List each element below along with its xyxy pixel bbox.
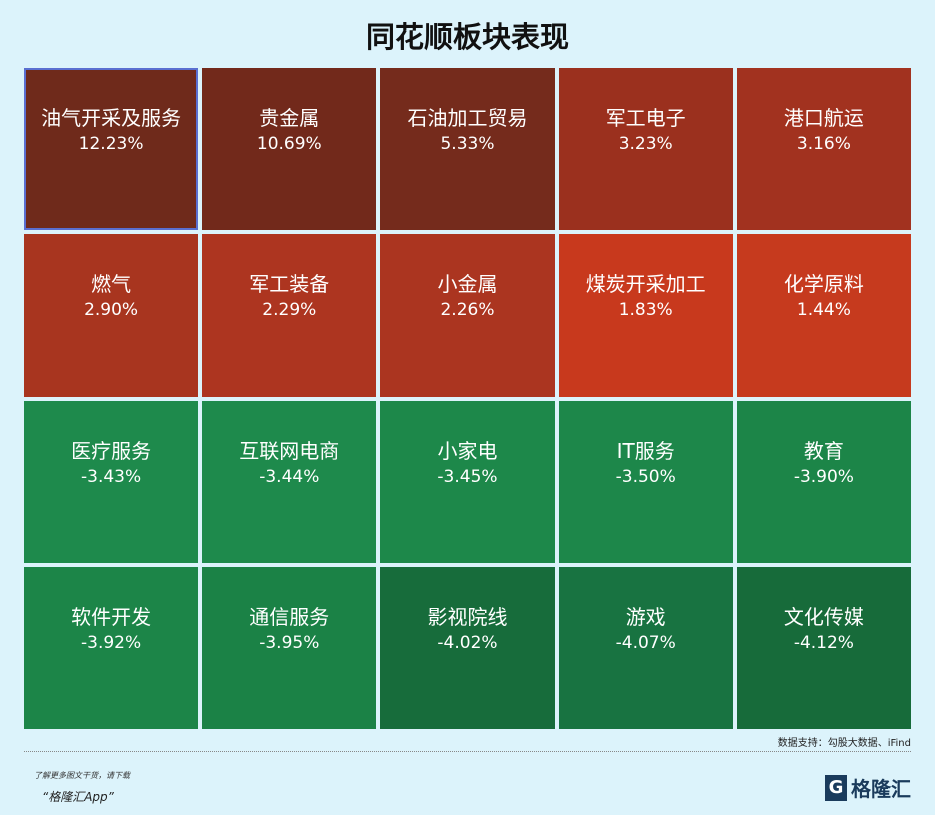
- cell-value: 3.16%: [796, 134, 851, 155]
- heatmap-cell: 石油加工贸易 5.33%: [380, 68, 555, 231]
- cell-value: 1.44%: [796, 300, 851, 321]
- cell-label: IT服务: [616, 438, 675, 463]
- heatmap-cell: 教育 -3.90%: [736, 400, 911, 563]
- cell-label: 军工装备: [249, 272, 330, 297]
- heatmap-cell: 贵金属 10.69%: [202, 68, 377, 231]
- logo-text: 格隆汇: [851, 777, 911, 801]
- cell-label: 油气开采及服务: [41, 106, 182, 131]
- cell-value: 3.23%: [618, 134, 673, 155]
- cell-label: 军工电子: [605, 106, 686, 131]
- heatmap-cell: 互联网电商 -3.44%: [202, 400, 377, 563]
- cell-value: -3.90%: [793, 466, 854, 487]
- heatmap-cell: IT服务 -3.50%: [558, 400, 733, 563]
- logo: G 格隆汇: [825, 773, 911, 802]
- cell-label: 游戏: [625, 604, 666, 629]
- cell-label: 港口航运: [783, 106, 864, 131]
- heatmap-cell: 燃气 2.90%: [24, 234, 199, 397]
- cell-label: 通信服务: [249, 604, 330, 629]
- cell-value: -3.95%: [259, 632, 320, 653]
- data-source: 数据支持：勾股大数据、iFind: [777, 738, 911, 749]
- heatmap-cell: 影视院线 -4.02%: [380, 566, 555, 729]
- heatmap-cell: 文化传媒 -4.12%: [736, 566, 911, 729]
- heatmap-cell: 小家电 -3.45%: [380, 400, 555, 563]
- cell-label: 煤炭开采加工: [585, 272, 706, 297]
- heatmap-cell: 军工电子 3.23%: [558, 68, 733, 231]
- cell-value: -3.43%: [81, 466, 142, 487]
- cell-label: 小金属: [437, 272, 498, 297]
- heatmap-cell: 软件开发 -3.92%: [24, 566, 199, 729]
- cell-label: 化学原料: [783, 272, 864, 297]
- cell-label: 贵金属: [259, 106, 320, 131]
- cell-value: -4.02%: [437, 632, 498, 653]
- cell-label: 影视院线: [427, 604, 508, 629]
- heatmap-cell: 油气开采及服务 12.23%: [24, 68, 199, 231]
- cell-value: -3.50%: [615, 466, 676, 487]
- heatmap-cell: 小金属 2.26%: [380, 234, 555, 397]
- cell-label: 教育: [803, 438, 844, 463]
- heatmap-grid: 油气开采及服务 12.23% 贵金属 10.69% 石油加工贸易 5.33% 军工电子 3.2…: [24, 68, 911, 729]
- chart-title: 同花顺板块表现: [365, 20, 569, 54]
- cell-label: 互联网电商: [239, 438, 340, 463]
- cell-label: 小家电: [437, 438, 498, 463]
- heatmap-cell: 通信服务 -3.95%: [202, 566, 377, 729]
- heatmap-cell: 游戏 -4.07%: [558, 566, 733, 729]
- cell-label: 文化传媒: [783, 604, 864, 629]
- cell-value: -4.07%: [615, 632, 676, 653]
- heatmap-cell: 化学原料 1.44%: [736, 234, 911, 397]
- heatmap-cell: 港口航运 3.16%: [736, 68, 911, 231]
- cell-value: 10.69%: [256, 134, 322, 155]
- cell-value: 1.83%: [618, 300, 673, 321]
- heatmap-cell: 煤炭开采加工 1.83%: [558, 234, 733, 397]
- cell-value: -3.44%: [259, 466, 320, 487]
- cell-value: 2.29%: [262, 300, 317, 321]
- cell-value: 2.26%: [440, 300, 495, 321]
- promo-text: 了解更多图文干货，请下载: [34, 771, 130, 780]
- cell-value: 5.33%: [440, 134, 495, 155]
- promo-app-name: “格隆汇App”: [42, 790, 114, 804]
- logo-icon: G: [825, 774, 847, 801]
- cell-label: 医疗服务: [71, 438, 152, 463]
- cell-value: 2.90%: [84, 300, 139, 321]
- cell-value: -3.92%: [81, 632, 142, 653]
- cell-value: 12.23%: [78, 134, 144, 155]
- cell-label: 石油加工贸易: [407, 106, 528, 131]
- heatmap-cell: 医疗服务 -3.43%: [24, 400, 199, 563]
- cell-label: 软件开发: [71, 604, 152, 629]
- divider: [24, 751, 911, 752]
- cell-value: -4.12%: [793, 632, 854, 653]
- cell-label: 燃气: [91, 272, 132, 297]
- cell-value: -3.45%: [437, 466, 498, 487]
- heatmap-cell: 军工装备 2.29%: [202, 234, 377, 397]
